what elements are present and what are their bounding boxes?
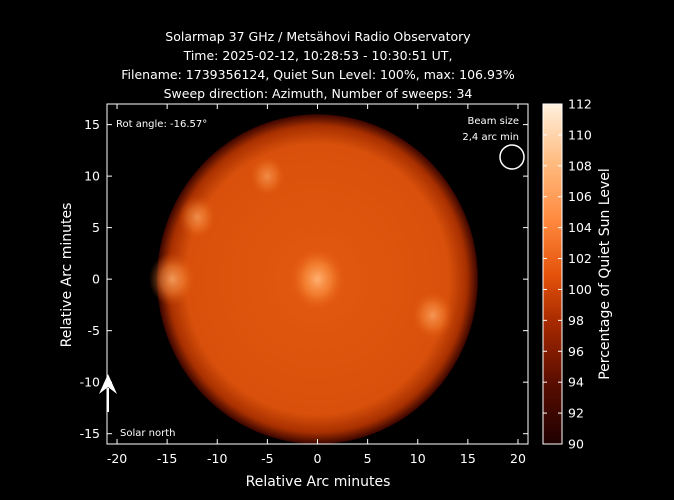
colorbar-tick-label: 106 <box>568 189 592 204</box>
bright-region-3 <box>411 290 454 340</box>
y-tick-label: 5 <box>92 220 100 235</box>
beam-size-value: 2,4 arc min <box>462 132 519 143</box>
colorbar-gradient <box>542 103 563 445</box>
beam-size-title: Beam size <box>468 116 519 127</box>
plot-area: -20 -15 -10 -5 0 5 10 15 20 15 10 5 0 -5 -10 -15 Rot a… <box>80 103 529 466</box>
x-tick-label: 0 <box>314 451 322 466</box>
bright-region-1 <box>289 247 346 312</box>
y-tick-label: 15 <box>84 117 100 132</box>
x-tick-label: -5 <box>261 451 273 466</box>
colorbar-tick-label: 100 <box>568 282 592 297</box>
bright-region-4 <box>178 195 217 240</box>
title-line-2: Time: 2025-02-12, 10:28:53 - 10:30:51 UT… <box>183 48 453 63</box>
x-axis-label: Relative Arc minutes <box>246 474 391 490</box>
y-axis: 15 10 5 0 -5 -10 -15 <box>80 117 528 441</box>
solar-disk-group <box>149 114 478 444</box>
x-axis: -20 -15 -10 -5 0 5 10 15 20 <box>107 104 526 466</box>
solar-north-label: Solar north <box>120 428 176 439</box>
colorbar-tick-label: 92 <box>568 406 584 421</box>
y-axis-label: Relative Arc minutes <box>59 203 75 348</box>
x-tick-label: 5 <box>364 451 372 466</box>
y-tick-label: -15 <box>80 426 100 441</box>
colorbar-tick-label: 98 <box>568 313 584 328</box>
y-tick-label: -10 <box>80 375 100 390</box>
chart-title: Solarmap 37 GHz / Metsähovi Radio Observ… <box>121 29 515 101</box>
x-tick-label: 20 <box>510 451 526 466</box>
title-line-1: Solarmap 37 GHz / Metsähovi Radio Observ… <box>165 29 471 44</box>
colorbar-ticks: 112 110 108 106 104 102 100 98 96 94 92 90 <box>543 97 592 452</box>
colorbar-label: Percentage of Quiet Sun Level <box>597 168 613 380</box>
y-tick-label: 10 <box>84 169 100 184</box>
x-tick-label: 15 <box>460 451 476 466</box>
colorbar: 112 110 108 106 104 102 100 98 96 94 92 90 Percenta… <box>542 97 613 452</box>
x-tick-label: -15 <box>157 451 177 466</box>
title-line-3: Filename: 1739356124, Quiet Sun Level: 1… <box>121 67 515 82</box>
rotation-angle-label: Rot angle: -16.57° <box>116 119 207 130</box>
solar-north-arrow-icon <box>99 374 117 412</box>
beam-size-circle <box>499 144 525 170</box>
y-tick-label: 0 <box>92 272 100 287</box>
colorbar-tick-label: 112 <box>568 97 592 112</box>
colorbar-tick-label: 90 <box>568 437 584 452</box>
bright-region-5 <box>249 155 286 197</box>
x-tick-label: -10 <box>207 451 227 466</box>
x-tick-label: 10 <box>410 451 426 466</box>
colorbar-tick-label: 96 <box>568 344 584 359</box>
y-tick-label: -5 <box>88 323 100 338</box>
bright-region-2 <box>149 252 196 306</box>
colorbar-tick-label: 94 <box>568 375 584 390</box>
heatmap-layer <box>149 114 478 444</box>
colorbar-tick-label: 110 <box>568 127 592 142</box>
x-tick-label: -20 <box>107 451 127 466</box>
title-line-4: Sweep direction: Azimuth, Number of swee… <box>164 86 473 101</box>
colorbar-tick-label: 102 <box>568 251 592 266</box>
colorbar-tick-label: 104 <box>568 220 592 235</box>
colorbar-tick-label: 108 <box>568 158 592 173</box>
